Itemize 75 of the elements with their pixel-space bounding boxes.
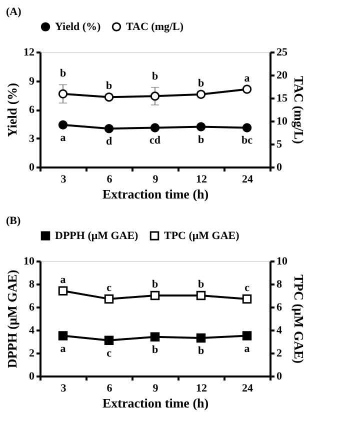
- y2-tick-label: 0: [276, 162, 282, 174]
- y-tick-label: 2: [29, 348, 35, 360]
- annotation: a: [60, 132, 66, 144]
- x-tick-label: 12: [196, 174, 208, 186]
- annotation: a: [244, 72, 250, 84]
- y2-tick-label: 8: [276, 278, 282, 290]
- y-tick-label: 12: [24, 46, 35, 58]
- point: [104, 294, 114, 304]
- y2-tick-label: 15: [276, 92, 288, 104]
- y-tick-label: 8: [29, 278, 35, 290]
- point: [196, 290, 206, 300]
- legend-label: Yield (%): [55, 20, 102, 33]
- point: [104, 92, 114, 102]
- chart-title: (B): [6, 215, 21, 227]
- annotation: c: [106, 347, 112, 360]
- annotation: b: [198, 278, 204, 290]
- x-tick-label: 9: [152, 174, 159, 186]
- y-tick-label: 3: [29, 132, 35, 145]
- y2-tick-label: 6: [276, 302, 282, 314]
- y-tick-label: 6: [29, 104, 35, 116]
- y2-tick-label: 5: [276, 138, 282, 150]
- annotation: d: [106, 136, 112, 148]
- point: [150, 290, 160, 300]
- y2-tick-label: 2: [276, 348, 282, 360]
- annotation: c: [106, 282, 112, 294]
- x-tick-label: 12: [196, 382, 208, 394]
- y2-tick-label: 25: [276, 46, 288, 58]
- point: [196, 90, 206, 99]
- chart-title: (A): [6, 6, 22, 18]
- legend-label: TAC (mg/L): [126, 20, 184, 33]
- x-axis-title: Extraction time (h): [102, 396, 209, 410]
- legend-label: TPC (μM GAE): [164, 230, 240, 242]
- y-axis-title: DPPH (μM GAE): [4, 270, 20, 368]
- y-tick-label: 10: [24, 256, 35, 268]
- y-tick-label: 4: [29, 324, 35, 336]
- annotation: a: [60, 342, 66, 355]
- y-tick-label: 9: [29, 75, 35, 88]
- x-axis-title: Extraction time (h): [102, 186, 209, 202]
- annotation: bc: [242, 134, 253, 147]
- y2-tick-label: 10: [276, 116, 288, 128]
- x-tick-label: 6: [106, 174, 113, 186]
- annotation: b: [198, 134, 204, 146]
- legend-label: DPPH (μM GAE): [55, 230, 139, 242]
- y-tick-label: 0: [29, 370, 35, 382]
- annotation: a: [60, 274, 66, 286]
- annotation: b: [198, 345, 204, 358]
- y2-tick-label: 10: [276, 256, 288, 268]
- annotation: b: [106, 80, 112, 92]
- point: [150, 92, 160, 101]
- x-tick-label: 6: [106, 382, 113, 394]
- y-tick-label: 6: [29, 302, 35, 314]
- y2-tick-label: 0: [276, 370, 282, 382]
- y2-tick-label: 20: [276, 70, 288, 82]
- point: [58, 286, 68, 296]
- x-tick-label: 24: [242, 382, 254, 394]
- y2-axis-title: TAC (mg/L): [292, 76, 306, 144]
- x-tick-label: 3: [60, 382, 67, 394]
- x-tick-label: 24: [242, 174, 254, 186]
- point: [242, 294, 252, 304]
- point: [58, 89, 68, 98]
- point: [242, 84, 252, 94]
- x-tick-label: 3: [60, 174, 67, 186]
- annotation: c: [244, 282, 250, 294]
- y-axis-title: Yield (%): [4, 82, 20, 138]
- annotation: b: [152, 278, 158, 290]
- annotation: b: [198, 77, 204, 90]
- annotation: b: [152, 344, 158, 356]
- y-tick-label: 0: [29, 162, 35, 174]
- annotation: b: [60, 68, 66, 80]
- annotation: b: [152, 70, 158, 82]
- y2-axis-title: TPC (μM GAE): [292, 274, 306, 364]
- x-tick-label: 9: [152, 382, 159, 394]
- y2-tick-label: 4: [276, 324, 282, 336]
- annotation: cd: [150, 134, 160, 147]
- annotation: a: [244, 342, 250, 355]
